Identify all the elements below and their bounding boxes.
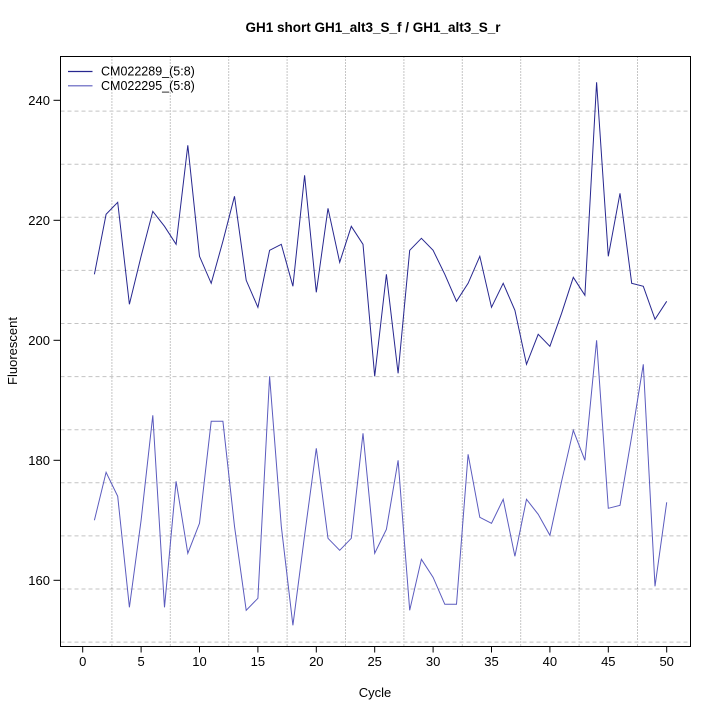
y-tick-label: 160 — [28, 573, 50, 588]
y-tick-label: 200 — [28, 333, 50, 348]
x-tick-label: 5 — [137, 654, 144, 669]
x-tick-label: 30 — [426, 654, 440, 669]
series-line-1 — [93, 82, 668, 377]
x-axis: 0 5 10 15 20 25 30 35 40 45 50 — [79, 646, 674, 669]
x-axis-label: Cycle — [359, 685, 392, 700]
x-tick-label: 10 — [192, 654, 206, 669]
y-tick-label: 180 — [28, 453, 50, 468]
y-tick-label: 220 — [28, 213, 50, 228]
vertical-gridlines — [111, 56, 638, 647]
legend-label-series-1: CM022289_(5:8) — [101, 65, 195, 79]
chart-title: GH1 short GH1_alt3_S_f / GH1_alt3_S_r — [245, 20, 501, 35]
x-tick-label: 35 — [484, 654, 498, 669]
y-axis-label: Fluorescent — [5, 317, 20, 385]
series-lines — [93, 82, 668, 626]
x-tick-label: 15 — [251, 654, 265, 669]
legend-label-series-2: CM022295_(5:8) — [101, 79, 195, 93]
y-axis: 160 180 200 220 240 — [28, 93, 61, 588]
x-tick-label: 20 — [309, 654, 323, 669]
series-line-2 — [93, 340, 668, 626]
x-tick-label: 0 — [79, 654, 86, 669]
x-tick-label: 25 — [367, 654, 381, 669]
y-tick-label: 240 — [28, 93, 50, 108]
x-tick-label: 50 — [659, 654, 673, 669]
x-tick-label: 45 — [601, 654, 615, 669]
x-tick-label: 40 — [543, 654, 557, 669]
legend: CM022289_(5:8) CM022295_(5:8) — [68, 65, 195, 93]
horizontal-gridlines — [60, 110, 691, 643]
plot-border — [60, 56, 691, 647]
